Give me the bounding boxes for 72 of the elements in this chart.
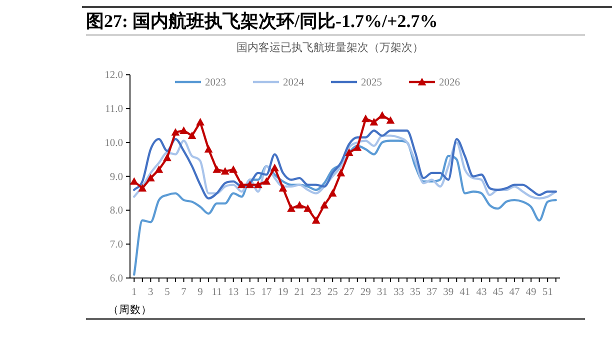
x-tick-label: 9 [198,287,203,298]
point [180,126,188,134]
x-tick-label: 25 [327,287,338,298]
y-tick-label: 11.0 [105,104,123,116]
point [171,128,180,136]
point [378,111,386,119]
legend-label: 2024 [283,78,305,88]
point [146,174,155,182]
x-tick-label: 7 [181,287,186,298]
point [130,177,138,185]
x-tick-label: 41 [460,287,470,298]
point [344,148,354,156]
point [254,180,262,188]
x-tick-label: 43 [476,287,487,298]
point [386,116,395,124]
chart-title: 图27: 国内航班执飞架次环/同比-1.7%/+2.7% [86,11,438,31]
x-tick-label: 35 [410,287,421,298]
legend-label: 2026 [439,78,460,88]
legend-label: 2023 [205,78,226,88]
point [370,118,378,126]
x-tick-label: 49 [526,287,536,298]
point [270,164,279,172]
point [138,184,147,192]
x-tick-label: 21 [294,287,305,298]
y-tick-label: 8.0 [110,206,123,217]
y-tick-label: 7.0 [110,240,123,251]
point [304,204,312,212]
x-tick-label: 13 [228,287,239,298]
point [287,204,296,212]
point [262,177,271,185]
x-axis-title: （周数） [108,304,152,316]
chart-subtitle: 国内客运已执飞航班量架次（万架次） [236,41,424,54]
point [229,165,238,173]
point [328,189,337,197]
y-tick-label: 12.0 [104,70,123,82]
x-tick-label: 17 [261,287,272,298]
legend-label: 2025 [361,78,382,88]
point [204,145,213,153]
x-tick-label: 3 [148,287,154,298]
x-tick-label: 31 [376,287,388,298]
point [188,131,196,140]
point [163,154,172,162]
y-tick-label: 9.0 [110,172,123,183]
point [278,184,288,192]
point [320,200,329,209]
point [237,180,246,188]
x-tick-label: 15 [244,287,256,298]
point [353,143,362,151]
x-tick-label: 47 [509,287,520,298]
y-tick-label: 6.0 [110,274,123,284]
x-tick-label: 37 [426,287,438,298]
x-tick-label: 27 [344,287,354,298]
point [196,118,204,126]
x-tick-label: 29 [360,287,371,298]
x-tick-label: 11 [212,287,222,298]
point [312,216,320,224]
point [212,165,222,173]
point [336,168,346,176]
x-tick-label: 33 [394,287,404,298]
point [154,165,164,173]
x-tick-label: 51 [542,287,553,298]
x-tick-label: 39 [443,287,454,298]
point [295,200,304,209]
x-tick-label: 1 [132,287,137,298]
x-tick-label: 45 [492,287,504,298]
point [361,114,370,122]
y-tick-label: 10.0 [104,138,123,149]
point [220,167,230,175]
point [246,180,254,188]
x-tick-label: 5 [164,287,170,298]
x-tick-label: 19 [278,287,288,298]
x-tick-label: 23 [310,287,322,298]
